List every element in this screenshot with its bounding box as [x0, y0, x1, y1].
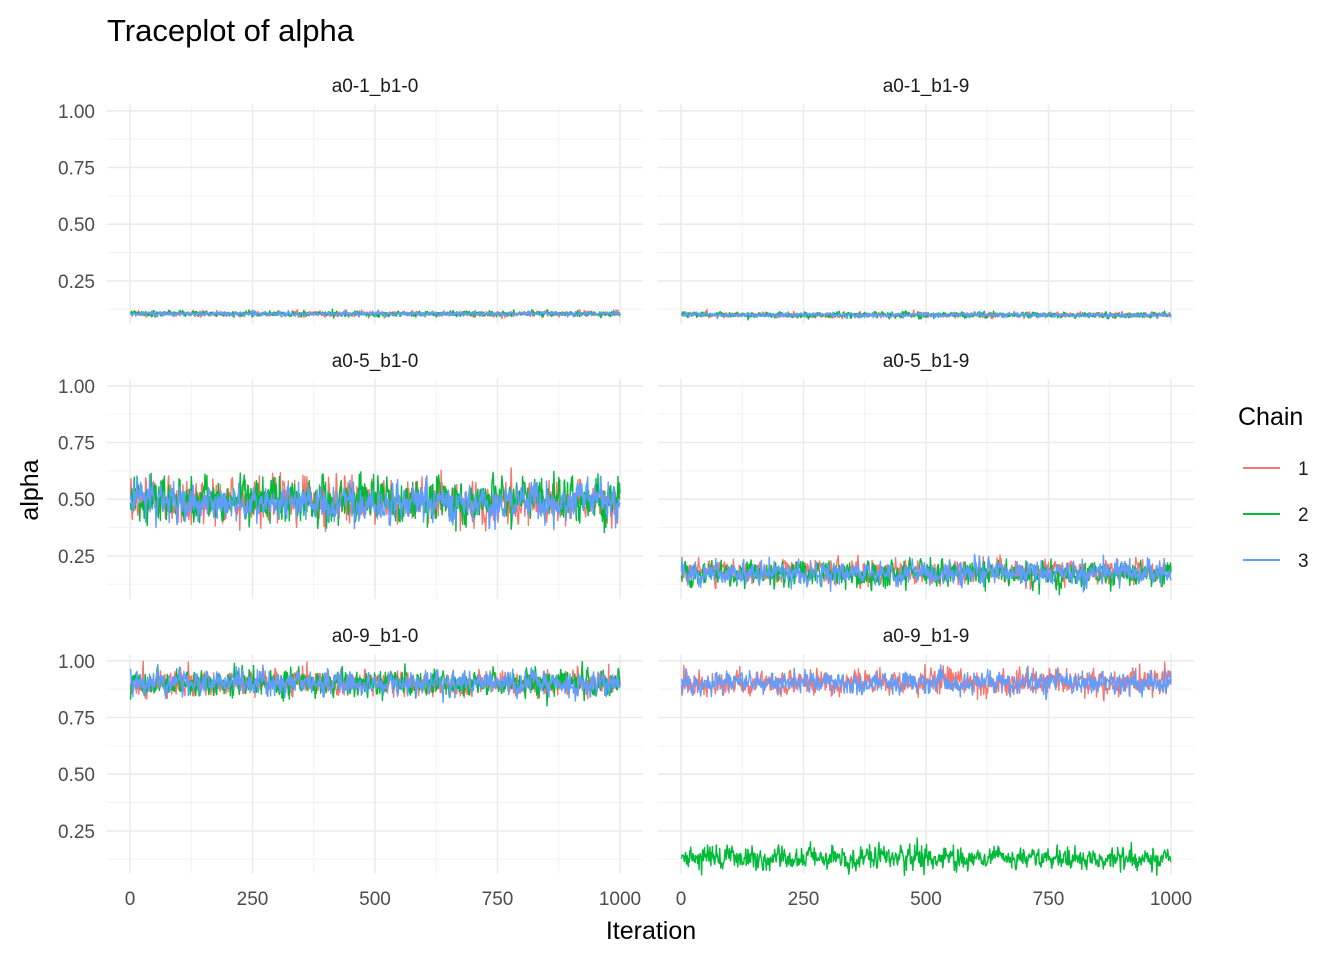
y-tick-label: 0.25: [58, 822, 95, 843]
facet-panel: a0-9_b1-0 0.25 0.50 0.75 1.00 0 250 500 750 1000: [58, 626, 643, 910]
facet-panel: a0-1_b1-9: [658, 76, 1194, 324]
y-tick-label: 0.25: [58, 547, 95, 568]
legend-label: 2: [1298, 505, 1309, 526]
x-tick-label: 500: [910, 889, 942, 910]
legend-title: Chain: [1238, 403, 1303, 431]
x-tick-label: 250: [237, 889, 269, 910]
trace-line-chain-2: [680, 837, 1172, 876]
y-axis-title: alpha: [16, 459, 44, 520]
x-tick-label: 1000: [1150, 889, 1192, 910]
y-tick-label: 0.50: [58, 490, 95, 511]
facet-strip-label: a0-1_b1-0: [332, 76, 419, 97]
chart-title: Traceplot of alpha: [107, 13, 355, 48]
facet-strip-label: a0-1_b1-9: [883, 76, 970, 97]
legend-label: 3: [1298, 551, 1309, 572]
x-axis-title: Iteration: [606, 917, 696, 945]
y-tick-label: 0.75: [58, 709, 95, 730]
facet-panel: a0-5_b1-9: [658, 351, 1194, 599]
trace-line-chain-2: [129, 470, 621, 534]
trace-line-chain-3: [680, 664, 1172, 701]
legend-label: 1: [1298, 459, 1309, 480]
trace-line-chain-3: [681, 310, 1172, 320]
legend: Chain 1 2 3: [1238, 403, 1309, 572]
y-tick-label: 0.50: [58, 215, 95, 236]
x-tick-label: 750: [1033, 889, 1065, 910]
x-tick-label: 0: [125, 889, 136, 910]
facet-strip-label: a0-5_b1-0: [332, 351, 419, 372]
trace-line-chain-2: [680, 556, 1172, 596]
x-tick-label: 0: [676, 889, 687, 910]
y-tick-label: 0.50: [58, 765, 95, 786]
x-tick-label: 500: [359, 889, 391, 910]
facet-strip-label: a0-9_b1-9: [883, 626, 970, 647]
x-tick-label: 750: [482, 889, 514, 910]
y-tick-label: 0.25: [58, 272, 95, 293]
facet-panel: a0-5_b1-0 0.25 0.50 0.75 1.00: [58, 351, 643, 599]
x-tick-label: 250: [788, 889, 820, 910]
y-tick-label: 0.75: [58, 434, 95, 455]
trace-line-chain-3: [680, 553, 1172, 593]
trace-line-chain-3: [129, 473, 621, 531]
trace-line-chain-3: [130, 309, 621, 318]
y-tick-label: 1.00: [58, 377, 95, 398]
x-tick-label: 1000: [599, 889, 641, 910]
facet-strip-label: a0-9_b1-0: [332, 626, 419, 647]
y-tick-label: 1.00: [58, 652, 95, 673]
facet-panels: a0-1_b1-0 0.25 0.50 0.75 1.00 a0-1_b1-9 a0-5_b…: [58, 76, 1194, 910]
facet-panel: a0-9_b1-9 0 250 500 750 1000: [658, 626, 1194, 910]
y-tick-label: 1.00: [58, 102, 95, 123]
facet-strip-label: a0-5_b1-9: [883, 351, 970, 372]
facet-panel: a0-1_b1-0 0.25 0.50 0.75 1.00: [58, 76, 643, 324]
y-tick-label: 0.75: [58, 159, 95, 180]
trace-line-chain-3: [129, 663, 621, 704]
